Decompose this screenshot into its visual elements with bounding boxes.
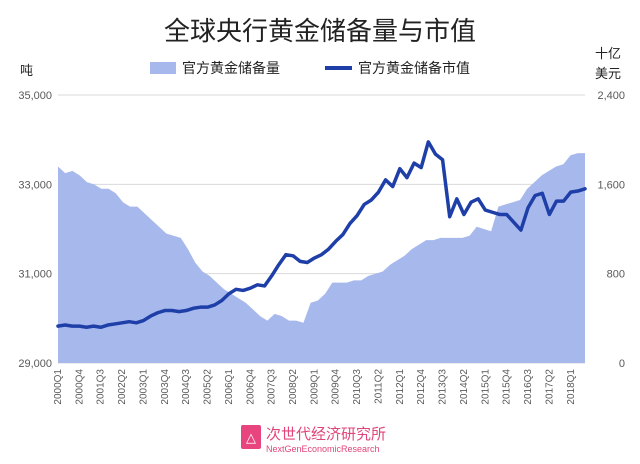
x-tick-label: 2004Q3 [181, 369, 192, 405]
left-axis: 29,000 31,000 33,000 35,000 [18, 90, 52, 370]
right-axis-unit-line2: 美元 [595, 67, 621, 82]
x-tick-label: 2009Q1 [309, 369, 320, 405]
watermark-name-en: NextGenEconomicResearch [266, 444, 380, 454]
legend-area-swatch [150, 62, 176, 74]
x-tick-label: 2011Q2 [373, 369, 384, 404]
right-tick-label: 1,600 [597, 179, 625, 191]
chart-title: 全球央行黄金储备量与市值 [164, 17, 476, 47]
x-tick-label: 2016Q3 [523, 369, 534, 405]
legend-area-label: 官方黄金储备量 [182, 60, 280, 77]
legend-line-label: 官方黄金储备市值 [358, 60, 470, 77]
x-tick-label: 2001Q3 [96, 369, 107, 405]
right-tick-label: 800 [607, 269, 625, 281]
watermark-name-cn: 次世代经济研究所 [266, 425, 386, 443]
x-tick-label: 2015Q4 [502, 369, 513, 405]
left-tick-label: 31,000 [18, 269, 52, 281]
left-tick-label: 35,000 [18, 90, 52, 102]
x-tick-label: 2007Q3 [267, 369, 278, 405]
line-series [56, 140, 587, 330]
x-tick-label: 2003Q4 [160, 369, 171, 405]
watermark-logo-glyph: △ [246, 430, 256, 445]
x-tick-label: 2006Q4 [245, 369, 256, 405]
right-axis-unit-line1: 十亿 [595, 47, 621, 62]
right-tick-label: 2,400 [597, 90, 625, 102]
left-tick-label: 29,000 [18, 358, 52, 370]
x-tick-label: 2017Q2 [544, 369, 555, 405]
x-tick-label: 2012Q1 [395, 369, 406, 405]
x-tick-label: 2009Q4 [331, 369, 342, 405]
right-tick-label: 0 [619, 358, 625, 370]
line-reserve-value [56, 140, 587, 330]
x-tick-label: 2010Q3 [352, 369, 363, 405]
watermark-logo-icon [241, 425, 261, 449]
x-tick-label: 2005Q2 [203, 369, 214, 405]
x-tick-label: 2003Q1 [138, 369, 149, 405]
x-tick-label: 2015Q1 [480, 369, 491, 405]
x-tick-label: 2012Q4 [416, 369, 427, 405]
watermark: △ 次世代经济研究所 NextGenEconomicResearch [241, 425, 386, 454]
left-axis-unit: 吨 [20, 64, 33, 79]
left-tick-label: 33,000 [18, 179, 52, 191]
x-tick-label: 2013Q3 [438, 369, 449, 405]
x-tick-label: 2000Q1 [53, 369, 64, 405]
x-tick-label: 2018Q1 [566, 369, 577, 405]
x-axis: 2000Q1 2000Q4 2001Q3 2002Q2 2003Q1 2003Q4 2004… [53, 369, 577, 405]
x-tick-label: 2000Q4 [74, 369, 85, 405]
x-tick-label: 2014Q2 [459, 369, 470, 405]
x-tick-label: 2008Q2 [288, 369, 299, 405]
legend: 官方黄金储备量 官方黄金储备市值 [150, 60, 470, 77]
x-tick-label: 2006Q1 [224, 369, 235, 405]
x-tick-label: 2002Q2 [117, 369, 128, 405]
right-axis: 0 800 1,600 2,400 [597, 90, 625, 370]
